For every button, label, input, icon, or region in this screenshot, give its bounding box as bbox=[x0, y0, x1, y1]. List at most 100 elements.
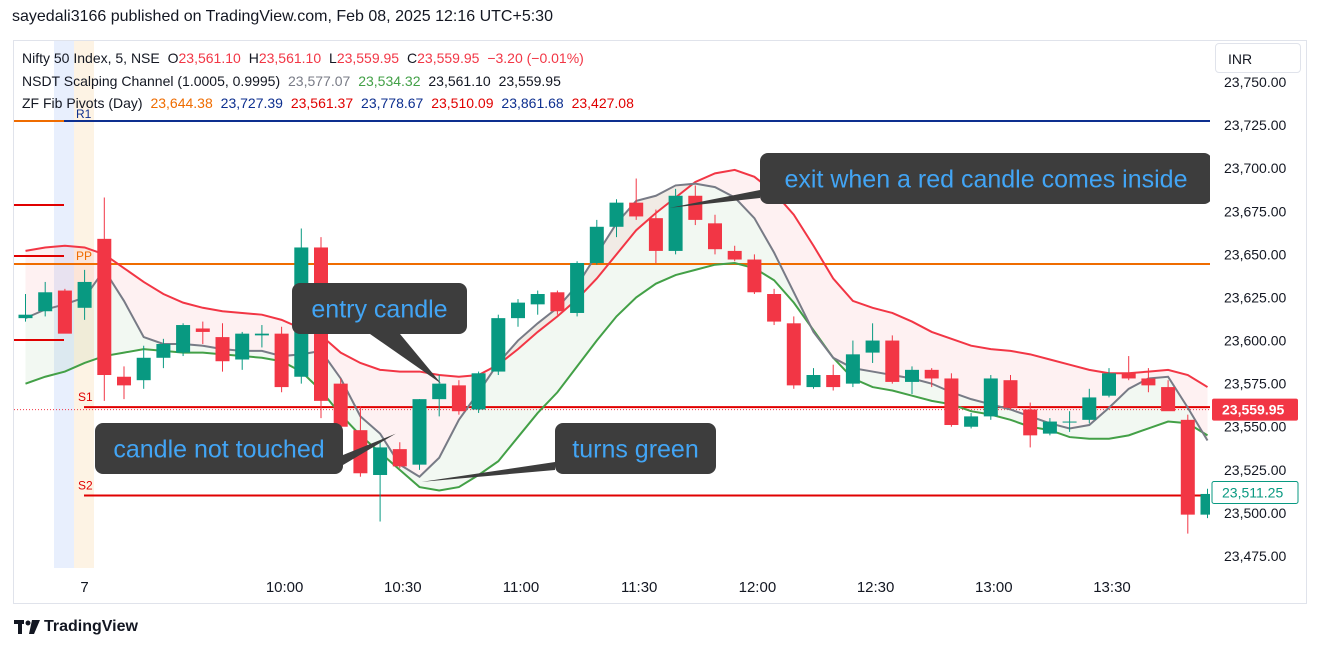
legend-high-label: H bbox=[248, 50, 259, 66]
callout-turns-green: turns green bbox=[421, 423, 716, 482]
candle-body bbox=[767, 294, 782, 322]
candle-body bbox=[550, 292, 565, 312]
candle bbox=[550, 290, 565, 315]
candle bbox=[392, 442, 407, 469]
callout-not-touched: candle not touched bbox=[95, 423, 396, 474]
candle bbox=[629, 178, 644, 220]
price-axis-tick: 23,500.00 bbox=[1224, 505, 1286, 521]
candle bbox=[865, 323, 880, 363]
callout-turns-green-box bbox=[555, 423, 716, 474]
time-axis-tick: 10:00 bbox=[266, 579, 304, 596]
price-axis-tick: 23,575.00 bbox=[1224, 376, 1286, 392]
candle-body bbox=[156, 343, 171, 358]
candle-body bbox=[530, 294, 545, 305]
footer-brand[interactable]: TradingView bbox=[14, 618, 138, 636]
candle bbox=[609, 199, 624, 238]
indicator-legend: Nifty 50 Index, 5, NSE O23,561.10 H23,56… bbox=[22, 47, 638, 115]
candle-body bbox=[97, 238, 112, 376]
candle bbox=[215, 323, 230, 372]
legend-low: 23,559.95 bbox=[336, 50, 400, 66]
legend-high: 23,561.10 bbox=[258, 50, 322, 66]
candle bbox=[767, 288, 782, 326]
legend-channel-v3: 23,561.10 bbox=[428, 72, 491, 89]
price-axis-tick: 23,750.00 bbox=[1224, 74, 1286, 90]
callout-exit: exit when a red candle comes inside bbox=[669, 153, 1212, 208]
candle-body bbox=[786, 323, 801, 386]
candle bbox=[885, 335, 900, 384]
candle-body bbox=[629, 202, 644, 217]
candle-body bbox=[964, 416, 979, 427]
candle-body bbox=[865, 340, 880, 353]
publish-header: sayedali3166 published on TradingView.co… bbox=[12, 8, 553, 25]
candle-body bbox=[1023, 409, 1038, 436]
callout-turns-green-pointer bbox=[421, 462, 555, 482]
candle-body bbox=[471, 373, 486, 410]
candle bbox=[905, 366, 919, 394]
candle bbox=[471, 371, 486, 413]
candle-body bbox=[1121, 373, 1136, 379]
legend-pivots-name: ZF Fib Pivots (Day) bbox=[22, 95, 143, 111]
candle bbox=[1161, 380, 1176, 412]
callout-entry-box bbox=[292, 283, 467, 334]
pivot-pp-label: PP bbox=[76, 249, 92, 263]
candle-body bbox=[254, 333, 269, 336]
candle bbox=[77, 269, 92, 320]
candle bbox=[18, 294, 33, 322]
callout-not-touched-pointer bbox=[343, 433, 396, 465]
candle-body bbox=[491, 318, 506, 372]
candle bbox=[195, 321, 210, 344]
legend-pivots-v2: 23,727.39 bbox=[220, 95, 283, 111]
candle bbox=[786, 316, 801, 389]
candle-body bbox=[432, 383, 447, 400]
candle bbox=[254, 325, 269, 348]
legend-close: 23,559.95 bbox=[417, 50, 480, 66]
legend-pivots-row[interactable]: ZF Fib Pivots (Day) 23,644.38 23,727.39 … bbox=[22, 92, 638, 115]
legend-pivots-v7: 23,427.08 bbox=[571, 95, 634, 111]
candle bbox=[708, 214, 722, 255]
candle-body bbox=[668, 195, 683, 251]
candle bbox=[156, 338, 171, 369]
candle-body bbox=[1062, 421, 1077, 423]
candle bbox=[964, 412, 979, 429]
candle-body bbox=[905, 369, 919, 382]
price-axis-tick: 23,600.00 bbox=[1224, 333, 1286, 349]
candle bbox=[1082, 388, 1097, 424]
candle-body bbox=[1082, 397, 1097, 420]
candle-body bbox=[570, 262, 585, 313]
candle bbox=[944, 373, 959, 427]
legend-open: 23,561.10 bbox=[178, 50, 241, 66]
candle bbox=[688, 185, 703, 226]
candle-body bbox=[392, 449, 407, 467]
candle-body bbox=[845, 354, 860, 384]
last-price-badge-text: 23,559.95 bbox=[1222, 402, 1284, 418]
time-axis-tick: 7 bbox=[80, 579, 88, 596]
legend-channel-v2: 23,534.32 bbox=[358, 72, 421, 89]
candle-body bbox=[609, 202, 624, 227]
candle bbox=[826, 364, 841, 391]
legend-symbol-row[interactable]: Nifty 50 Index, 5, NSE O23,561.10 H23,56… bbox=[22, 47, 638, 70]
currency-button[interactable]: INR bbox=[1215, 43, 1301, 73]
candle-body bbox=[1161, 387, 1176, 412]
legend-channel-name: NSDT Scalping Channel (1.0005, 0.9995) bbox=[22, 72, 281, 89]
legend-low-label: L bbox=[329, 50, 337, 66]
candle-body bbox=[57, 290, 72, 334]
candle bbox=[924, 368, 939, 388]
candles-group bbox=[18, 178, 1215, 534]
candle bbox=[1121, 356, 1136, 381]
candle-body bbox=[274, 333, 289, 388]
legend-channel-row[interactable]: NSDT Scalping Channel (1.0005, 0.9995) 2… bbox=[22, 70, 638, 93]
candle-body bbox=[77, 281, 92, 308]
candle-body bbox=[826, 375, 841, 388]
pivot-s2-label: S2 bbox=[78, 479, 93, 493]
legend-pivots-v4: 23,778.67 bbox=[361, 95, 424, 111]
candle bbox=[1023, 402, 1038, 448]
candle-body bbox=[648, 218, 663, 251]
candle bbox=[1003, 375, 1018, 410]
candle-body bbox=[589, 226, 604, 263]
legend-pivots-v6: 23,861.68 bbox=[501, 95, 564, 111]
time-axis-tick: 12:30 bbox=[857, 579, 895, 596]
candle bbox=[117, 366, 131, 400]
time-axis-tick: 13:00 bbox=[975, 579, 1013, 596]
time-axis-tick: 11:30 bbox=[621, 579, 657, 596]
